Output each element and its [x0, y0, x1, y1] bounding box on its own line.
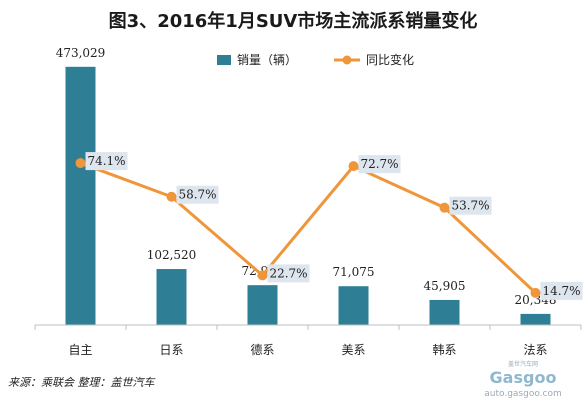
line-value-label-bg: [267, 264, 310, 283]
legend-line-marker: [342, 55, 352, 65]
watermark-top-text: 盖世汽车网: [508, 360, 538, 368]
x-tick-label-韩系: 韩系: [432, 342, 456, 357]
line-value-label: 58.7%: [176, 185, 219, 204]
line-value-label-bg: [540, 281, 583, 300]
line-point-法系: [530, 287, 541, 298]
line-point-德系: [257, 270, 268, 281]
bar-value-label: 71,075: [333, 265, 375, 279]
line-value-label: 22.7%: [267, 264, 310, 283]
plot-area: 自主日系德系美系韩系法系473,029102,52072,96871,07545…: [34, 46, 583, 357]
line-value-label-text: 74.1%: [87, 154, 125, 168]
line-point-韩系: [439, 202, 450, 213]
legend-bar-swatch: [217, 55, 231, 65]
watermark-logo: 盖世汽车网 Gasgoo auto.gasgoo.com: [484, 360, 562, 399]
bar-value-label: 473,029: [56, 46, 106, 60]
bar-自主: [65, 66, 96, 326]
line-value-label: 53.7%: [449, 196, 492, 215]
bar-value-label: 45,905: [424, 279, 466, 293]
watermark-brand: Gasgoo: [490, 368, 557, 387]
bar-韩系: [429, 299, 460, 325]
x-tick-label-法系: 法系: [523, 343, 547, 357]
line-value-label-bg: [358, 155, 401, 174]
line-value-label-text: 58.7%: [178, 188, 216, 202]
bar-value-label: 102,520: [147, 248, 197, 262]
line-value-label-bg: [449, 196, 492, 215]
line-value-label: 72.7%: [358, 155, 401, 174]
line-value-label-text: 53.7%: [451, 199, 489, 213]
line-value-label-text: 14.7%: [542, 284, 580, 298]
bar-美系: [338, 286, 369, 325]
legend-bar-label: 销量（辆）: [237, 53, 297, 67]
chart-title: 图3、2016年1月SUV市场主流派系销量变化: [109, 10, 478, 32]
line-point-日系: [166, 191, 177, 202]
bar-日系: [156, 269, 187, 325]
line-value-label-bg: [176, 185, 219, 204]
x-tick-label-德系: 德系: [250, 342, 274, 357]
line-series-yoy-change: [79, 161, 537, 294]
source-note: 来源：乘联会 整理：盖世汽车: [8, 376, 156, 389]
legend: 销量（辆） 同比变化: [217, 52, 414, 67]
x-tick-label-美系: 美系: [341, 343, 365, 357]
line-value-label-bg: [85, 152, 128, 171]
line-value-label-text: 22.7%: [269, 266, 307, 280]
line-value-label: 14.7%: [540, 281, 583, 300]
line-value-label: 74.1%: [85, 152, 128, 171]
legend-line-label: 同比变化: [366, 52, 414, 67]
x-tick-label-自主: 自主: [68, 343, 92, 357]
x-tick-label-日系: 日系: [159, 343, 183, 357]
bar-德系: [247, 285, 278, 325]
line-point-自主: [75, 158, 86, 169]
watermark-url: auto.gasgoo.com: [484, 389, 562, 399]
bar-法系: [520, 313, 551, 325]
line-value-label-text: 72.7%: [360, 157, 398, 171]
line-point-美系: [348, 161, 359, 172]
